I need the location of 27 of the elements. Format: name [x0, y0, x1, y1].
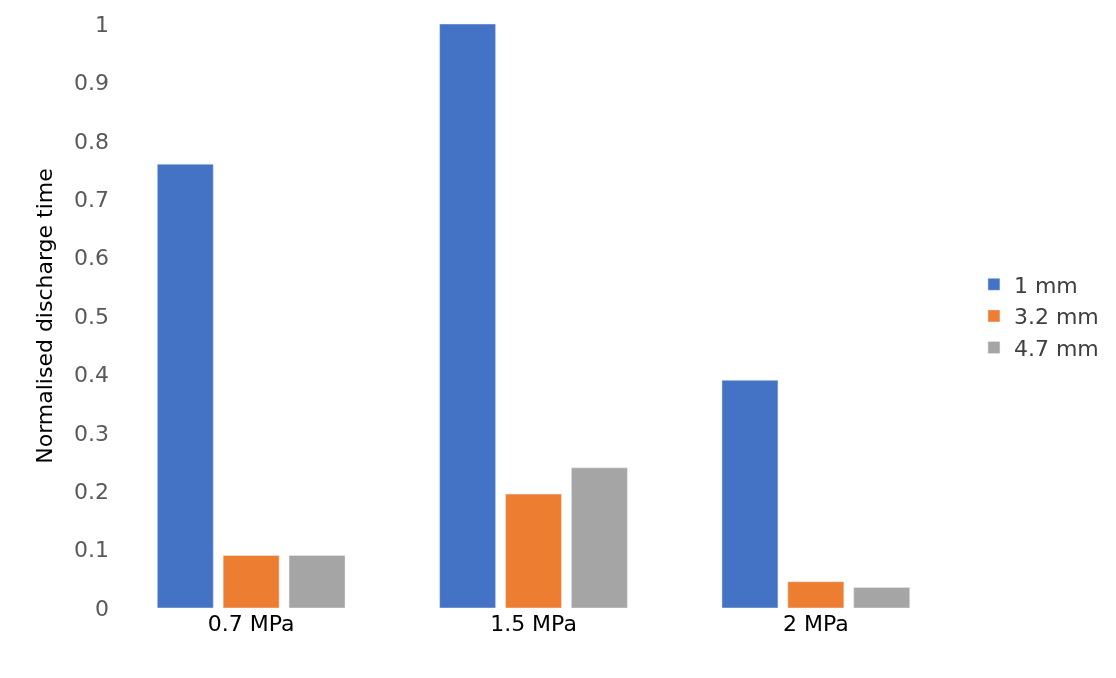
bar: [222, 555, 280, 608]
legend-label: 4.7 mm: [1013, 336, 1099, 362]
y-tick-label: 0: [95, 595, 109, 621]
y-tick-label: 0.2: [74, 478, 109, 504]
y-tick-label: 0.5: [74, 303, 109, 329]
x-tick-label: 0.7 MPa: [207, 611, 295, 636]
bar: [505, 493, 562, 608]
legend-label: 1 mm: [1013, 272, 1078, 298]
y-tick-label: 0.1: [74, 537, 109, 563]
y-tick-label: 0.3: [74, 420, 109, 446]
x-tick-label: 2 MPa: [782, 611, 849, 636]
legend-label: 3.2 mm: [1013, 304, 1099, 330]
bar: [787, 581, 845, 608]
bar: [439, 24, 496, 608]
y-tick-label: 0.8: [74, 128, 109, 154]
bar: [157, 163, 214, 608]
bar: [288, 555, 346, 608]
x-tick-label: 1.5 MPa: [490, 611, 577, 636]
y-tick-label: 0.7: [74, 186, 109, 212]
y-tick-label: 0.9: [74, 70, 109, 96]
bar: [853, 587, 910, 608]
y-axis-title: Normalised discharge time: [31, 168, 57, 464]
bar: [721, 379, 779, 608]
y-tick-label: 0.6: [74, 245, 109, 271]
bar: [571, 467, 628, 608]
y-tick-label: 0.4: [74, 362, 109, 388]
y-tick-label: 1: [95, 11, 109, 37]
